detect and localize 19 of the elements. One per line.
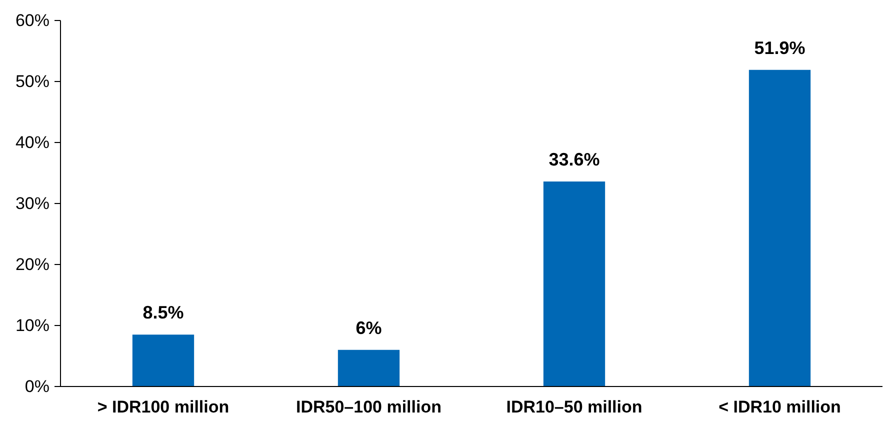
bar — [132, 334, 194, 386]
bar — [748, 70, 811, 386]
y-tick-label: 0% — [24, 377, 50, 396]
data-label: 8.5% — [142, 302, 184, 323]
y-tick-label: 20% — [15, 255, 50, 274]
x-tick-label: IDR50–100 million — [296, 398, 442, 416]
data-label: 6% — [356, 318, 382, 338]
y-tick-label: 40% — [15, 133, 50, 152]
y-tick-label: 30% — [15, 194, 50, 213]
x-tick-label: < IDR10 million — [718, 398, 841, 416]
data-label: 33.6% — [548, 150, 600, 170]
bar — [338, 350, 400, 386]
bar — [543, 182, 606, 386]
y-tick-label: 50% — [15, 72, 50, 91]
data-label: 51.9% — [754, 38, 806, 58]
x-tick-label: IDR10–50 million — [506, 398, 642, 416]
x-tick-label: > IDR100 million — [97, 398, 230, 416]
y-tick-label: 60% — [15, 11, 50, 30]
y-tick-label: 10% — [15, 316, 50, 335]
